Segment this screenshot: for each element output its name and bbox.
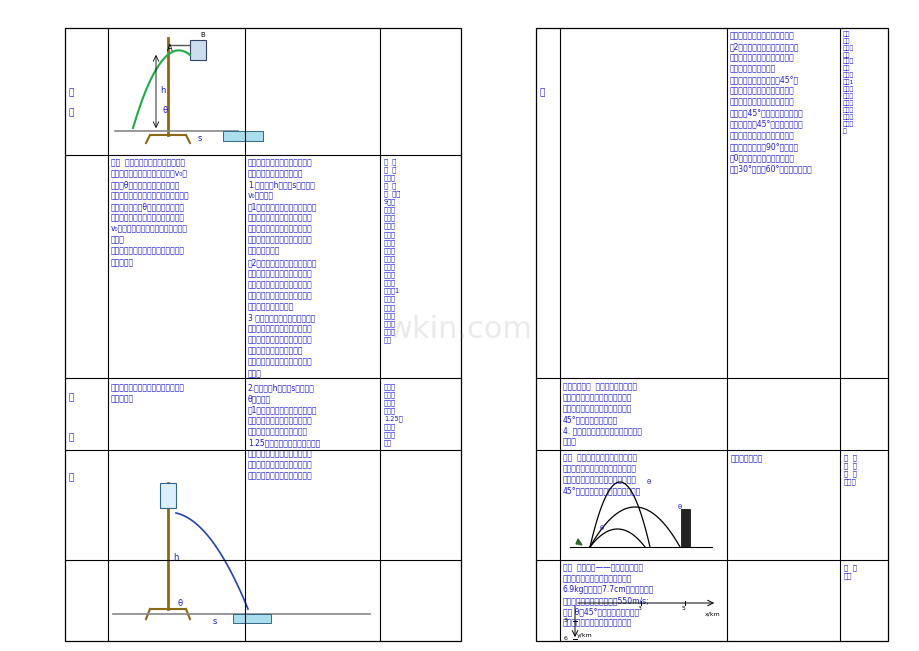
Text: h: h <box>173 553 178 562</box>
Bar <box>110 30 243 153</box>
Text: 学: 学 <box>69 108 74 117</box>
Text: 每  组
的  器
材：细
玻  璃
容  器、
9号注
射针头
（事先
将针头
截去、
磨平）
及一端
带有软
塞的软
管，演
示用量
角器、1
米的木
尺，: 每 组 的 器 材：细 玻 璃 容 器、 9号注 射针头 （事先 将针头 截去、… <box>383 158 400 343</box>
Text: 等的器
材，底
部开几
小的的
1.25升
的矿泉
水瓶，
带有: 等的器 材，底 部开几 小的的 1.25升 的矿泉 水瓶， 带有 <box>383 383 403 447</box>
Text: 投  影
青  蛙
跳  的
图片。: 投 影 青 蛙 跳 的 图片。 <box>843 454 857 485</box>
Text: s: s <box>198 134 202 143</box>
Text: 3: 3 <box>637 606 641 611</box>
Text: 教: 教 <box>69 473 74 482</box>
Bar <box>233 614 271 623</box>
Text: B: B <box>199 32 205 38</box>
Bar <box>680 509 689 547</box>
Text: θ: θ <box>177 599 183 608</box>
Text: 叙述  为了进一步定性分析斜抛运动
中的射高和射程的大小与初速度v₀、
抛射角θ的关系，请同学们用试验
进行探究。在试验中接受把握变量法，
即先保持抛射角θ不变: 叙述 为了进一步定性分析斜抛运动 中的射高和射程的大小与初速度v₀、 抛射角θ的… <box>111 158 189 267</box>
Polygon shape <box>575 539 582 545</box>
Text: θ: θ <box>163 106 168 115</box>
Text: x/km: x/km <box>704 611 720 616</box>
Bar <box>536 28 887 641</box>
Text: 探究试验二：探究射高、射程与抛射
角的关系。: 探究试验二：探究射高、射程与抛射 角的关系。 <box>111 383 185 403</box>
Bar <box>65 28 460 641</box>
Text: 软木
的软
管、挡
头滴
滴用伸
缩量
尺（量
程为1
长木铁
架台、
夹木铁
架铁夹
子确投
影验试
图: 软木 的软 管、挡 头滴 滴用伸 缩量 尺（量 程为1 长木铁 架台、 夹木铁 … <box>842 31 854 134</box>
Bar <box>190 40 206 60</box>
Text: 2.探究射高h和射程s与抛射角
θ的关系。
（1）将试验一的细玻璃容器、软
管、注射针头取下，换成：事先
已在底部开几个小孔的容积为
1.25升的矿泉水瓶装满水: 2.探究射高h和射程s与抛射角 θ的关系。 （1）将试验一的细玻璃容器、软 管、… <box>248 383 320 481</box>
Text: 3: 3 <box>563 618 567 624</box>
Text: θ: θ <box>677 504 682 510</box>
Text: 一: 一 <box>69 88 74 97</box>
Text: A: A <box>166 44 173 53</box>
Text: s: s <box>213 617 217 626</box>
Text: 新: 新 <box>69 393 74 402</box>
Text: 叙述  自然界里很多动物虽然不懂什
么是射高、什么是射程，却在不自觉
地在应用，比如青蛙跳动时，经常取
45°角，以便跳得更远，如图所示。: 叙述 自然界里很多动物虽然不懂什 么是射高、什么是射程，却在不自觉 地在应用，比… <box>562 453 641 495</box>
Text: 同学观看图片。: 同学观看图片。 <box>731 454 763 463</box>
Text: 归纳试验结论  斜抛运动中的射高和
射程的大小与初速度和抛射角都有
关，且初速度不变，当抛射角等于
45°时，射程达到最大。
4. 影响射高和射程的因素：初速度: 归纳试验结论 斜抛运动中的射高和 射程的大小与初速度和抛射角都有 关，且初速度不… <box>562 382 641 447</box>
Text: 学: 学 <box>539 88 545 97</box>
Text: θ: θ <box>646 479 651 485</box>
Text: h: h <box>160 86 165 95</box>
Bar <box>222 131 263 141</box>
Text: 5: 5 <box>681 606 686 611</box>
Text: wkin.com: wkin.com <box>387 316 532 344</box>
Text: 课: 课 <box>69 433 74 442</box>
Bar <box>160 483 176 508</box>
Text: y/km: y/km <box>576 633 592 638</box>
Text: 投  影
图片: 投 影 图片 <box>843 564 857 579</box>
Text: 同学六人为一组探究射高和射程
与初速度和抛射角的关系：
1.探究射高h和射程s与初速度
v₀的关系：
（1）细玻璃容器内装有水，滴入
几滴红墨水，用橡皮塞塞紧容: 同学六人为一组探究射高和射程 与初速度和抛射角的关系： 1.探究射高h和射程s与… <box>248 158 317 378</box>
Text: 叙述  如图摘自——本远程弹道学方
面的专著。图中显示了一个质量为
6.9kg、直径为7.7cm的锥型柱体作
斜抛运动的轨道曲线初速＝550m/s;
仰角 θ＝: 叙述 如图摘自——本远程弹道学方 面的专著。图中显示了一个质量为 6.9kg、直… <box>562 563 653 628</box>
Text: 6: 6 <box>563 637 567 641</box>
Text: θ: θ <box>599 525 604 531</box>
Text: 住软管作为开关。（如图所示）
（2）放开铁夹子，从小到大渐渐
转变喷水嘴的与方向，观看水流
的射程和射高的变化。
试验现象：在抛射角小于45°范
围内，随着抛射: 住软管作为开关。（如图所示） （2）放开铁夹子，从小到大渐渐 转变喷水嘴的与方向… <box>729 31 811 173</box>
